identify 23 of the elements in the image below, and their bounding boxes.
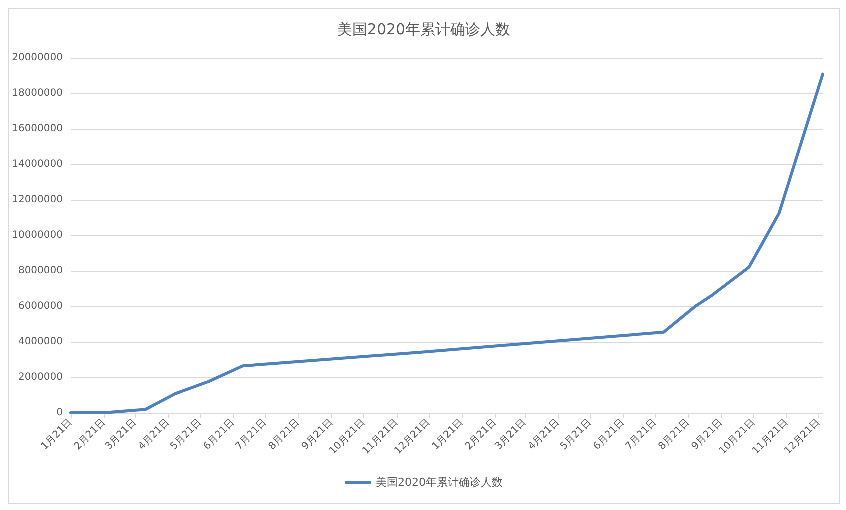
y-tick-label: 14000000 xyxy=(12,159,63,170)
y-tick-label: 18000000 xyxy=(12,88,63,99)
x-tick-label: 7月21日 xyxy=(234,417,270,453)
y-tick-label: 20000000 xyxy=(12,52,63,64)
x-tick-label: 7月21日 xyxy=(624,417,660,453)
legend-label: 美国2020年累计确诊人数 xyxy=(376,476,504,489)
y-tick-label: 16000000 xyxy=(12,124,63,134)
x-tick-label: 5月21日 xyxy=(558,417,594,453)
y-tick-label: 8000000 xyxy=(18,266,63,276)
x-tick-label: 8月21日 xyxy=(267,417,302,453)
y-tick-label: 10000000 xyxy=(12,230,63,241)
y-tick-label: 0 xyxy=(56,408,63,418)
chart-title: 美国2020年累计确诊人数 xyxy=(337,20,511,38)
x-tick-label: 1月21日 xyxy=(39,417,75,453)
x-tick-label: 1月21日 xyxy=(430,417,466,453)
y-tick-label: 4000000 xyxy=(18,336,63,348)
x-tick-label: 8月21日 xyxy=(656,417,692,453)
x-tick-label: 5月21日 xyxy=(168,417,204,453)
y-tick-label: 12000000 xyxy=(12,194,63,206)
y-tick-label: 6000000 xyxy=(18,301,63,312)
y-tick-label: 2000000 xyxy=(18,372,63,383)
x-tick-label: 3月21日 xyxy=(104,417,139,453)
line-series xyxy=(70,72,824,414)
